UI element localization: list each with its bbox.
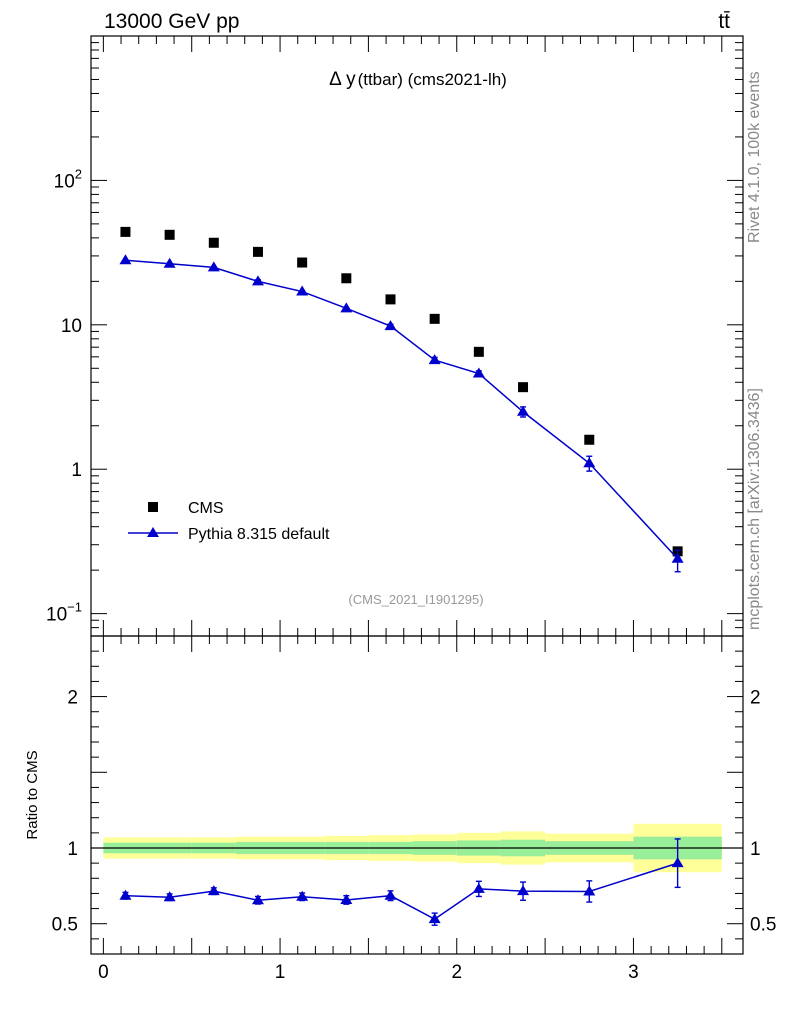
cms-data-point	[385, 294, 396, 305]
x-tick-label: 3	[628, 962, 639, 983]
mc-data-point	[671, 552, 684, 563]
ratio-data-point	[119, 889, 132, 900]
legend-mc-label: Pythia 8.315 default	[188, 526, 330, 543]
ratio-y-tick-label-left: 1	[67, 839, 78, 860]
energy-label: 13000 GeV pp	[104, 10, 239, 33]
legend-cms-marker	[148, 502, 158, 512]
y-tick-label: 1	[71, 460, 82, 481]
legend-mc-marker	[147, 527, 159, 537]
mc-data-point	[119, 254, 132, 265]
cms-data-point	[341, 273, 352, 284]
y-tick-label-base: 10	[61, 316, 82, 337]
process-label: tt̄	[718, 10, 730, 33]
main-title-sub: (ttbar) (cms2021-lh)	[358, 70, 507, 89]
cms-data-point	[120, 226, 131, 237]
mc-series-line	[125, 259, 679, 560]
mc-data-point	[384, 320, 397, 331]
ratio-data-point	[340, 893, 353, 904]
ratio-panel: 0 1 2 3 0.5 0.5 1 1 2 2 Ratio to CMS	[24, 635, 776, 983]
ratio-panel-frame	[90, 635, 744, 955]
y-tick-label-base: 10	[54, 171, 75, 192]
cms-data-point	[584, 434, 595, 445]
main-title: Δ y (ttbar) (cms2021-lh)	[329, 69, 507, 90]
ratio-data-point	[428, 913, 441, 924]
x-tick-label: 2	[451, 962, 462, 983]
mcplots-url-label: mcplots.cern.ch [arXiv:1306.3436]	[746, 388, 763, 630]
main-title-symbol: Δ y	[329, 69, 356, 90]
mc-data-point	[428, 354, 441, 365]
x-tick-label: 0	[98, 962, 109, 983]
legend-cms-label: CMS	[188, 500, 224, 517]
y-tick-label: 102	[54, 166, 82, 192]
x-tick-label: 1	[275, 962, 286, 983]
mc-data-point	[207, 261, 220, 272]
ratio-data-point	[296, 890, 309, 901]
y-tick-label: 10−1	[46, 600, 82, 626]
y-tick-label-exp: 2	[75, 166, 82, 181]
ratio-y-tick-label-right: 1	[750, 839, 761, 860]
y-tick-label-base: 10	[46, 605, 67, 626]
ratio-data-point	[517, 885, 530, 896]
mc-data-point	[472, 367, 485, 378]
cms-data-point	[297, 257, 308, 268]
cms-data-point	[208, 237, 219, 248]
mc-data-point	[163, 257, 176, 268]
ratio-y-tick-label-right: 2	[750, 688, 761, 709]
ratio-data-point	[207, 885, 220, 896]
cms-data-point	[252, 246, 263, 257]
mc-data-point	[340, 302, 353, 313]
mc-data-point	[296, 285, 309, 296]
y-tick-label-base: 1	[71, 460, 82, 481]
ratio-data-point	[472, 882, 485, 893]
rivet-version-label: Rivet 4.1.0, 100k events	[746, 71, 763, 243]
y-tick-label-exp: −1	[67, 600, 82, 615]
ratio-ylabel: Ratio to CMS	[24, 750, 41, 839]
mc-data-point	[583, 457, 596, 468]
ratio-data-point	[671, 857, 684, 868]
ratio-data-point	[384, 889, 397, 900]
ratio-data-point	[583, 885, 596, 896]
cms-data-point	[429, 313, 440, 324]
cms-data-point	[518, 382, 529, 393]
main-panel-frame	[90, 35, 744, 637]
ratio-y-tick-label-left: 2	[67, 688, 78, 709]
y-tick-label: 10	[61, 316, 82, 337]
analysis-watermark: (CMS_2021_I1901295)	[348, 592, 483, 607]
ratio-data-point	[163, 891, 176, 902]
mc-data-point	[251, 275, 264, 286]
mc-data-point	[517, 405, 530, 416]
ratio-series-line	[125, 862, 678, 921]
ratio-data-point	[251, 894, 264, 905]
ratio-y-tick-label-right: 0.5	[750, 915, 776, 936]
legend: CMS Pythia 8.315 default	[128, 500, 330, 543]
cms-data-point	[473, 346, 484, 357]
ratio-y-tick-label-left: 0.5	[52, 915, 78, 936]
cms-data-point	[164, 229, 175, 240]
